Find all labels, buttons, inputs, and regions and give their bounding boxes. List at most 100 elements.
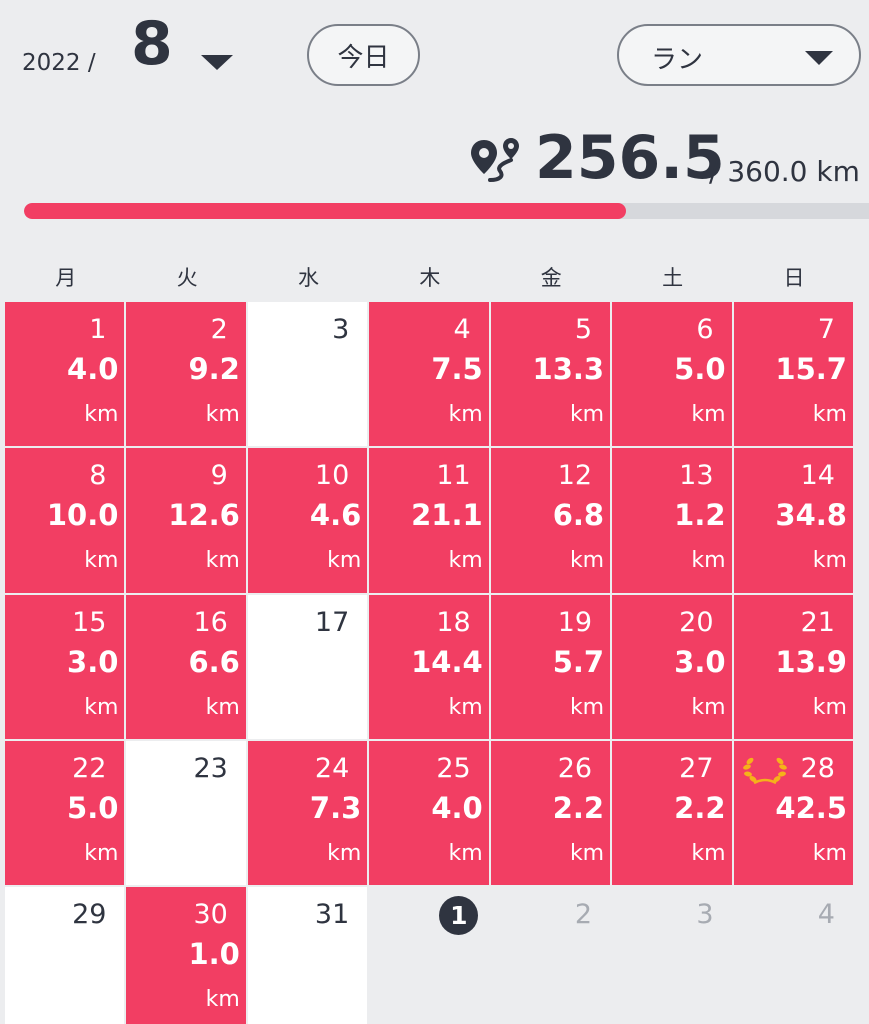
calendar-day-cell[interactable]: 24 7.3 km [247,740,370,888]
calendar-day-cell[interactable]: 4 7.5 km [369,302,491,449]
calendar-day-cell[interactable]: 2 [490,887,613,1024]
calendar-day-cell[interactable]: 29 [5,887,127,1024]
day-number: 21 [800,606,835,638]
distance-value: 42.5 [775,790,847,825]
day-number: 10 [314,460,350,492]
goal-distance: / 360.0 km [709,155,860,188]
calendar-day-cell[interactable]: 1 4.0 km [5,302,127,449]
calendar-day-cell[interactable]: 14 34.8 km [733,448,855,595]
distance-value: 4.6 [309,498,362,533]
distance-value: 2.2 [552,790,605,825]
day-number: 6 [696,314,714,345]
calendar-day-cell[interactable]: 17 [247,594,370,741]
distance-value: 34.8 [775,498,847,533]
distance-value: 13.9 [775,644,847,679]
calendar-day-cell[interactable]: 12 6.8 km [490,448,613,595]
distance-unit: km [812,402,847,427]
calendar-day-cell[interactable]: 6 5.0 km [612,302,734,449]
distance-unit: km [327,840,362,866]
distance-value: 4.0 [431,790,483,825]
calendar-day-cell[interactable]: 4 [733,887,855,1024]
calendar-day-cell[interactable]: 9 12.6 km [126,448,248,595]
calendar-day-cell[interactable]: 1 [369,887,491,1024]
calendar-day-cell[interactable]: 7 15.7 km [733,302,855,449]
day-number: 23 [193,752,228,784]
day-number: 25 [436,752,471,784]
calendar-day-cell[interactable]: 13 1.2 km [612,448,734,595]
day-number: 29 [72,899,107,931]
distance-unit: km [84,694,119,720]
distance-value: 12.6 [168,498,240,533]
calendar-day-cell[interactable]: 2 9.2 km [126,302,248,449]
calendar-day-cell[interactable]: 28 42.5 km [733,740,855,888]
weekday-label: 火 [176,266,198,290]
calendar-day-cell[interactable]: 19 5.7 km [490,594,613,741]
distance-unit: km [448,840,483,866]
month-label[interactable]: 8 [131,9,173,79]
weekday-label: 土 [662,266,684,290]
calendar-day-cell[interactable]: 23 [126,740,248,888]
calendar-day-cell[interactable]: 25 4.0 km [369,740,491,888]
calendar-day-cell[interactable]: 31 [247,887,370,1024]
distance-value: 5.7 [552,644,605,679]
calendar-grid: 1 4.0 km 2 9.2 km 3 4 7.5 km 5 13.3 km 6 5.0 km 7 15.7 km 8… [5,302,855,1024]
day-number: 3 [332,314,350,345]
distance-value: 6.8 [552,498,605,533]
day-number: 30 [193,899,228,931]
distance-unit: km [569,402,605,427]
day-number: 19 [557,606,593,638]
calendar-day-cell[interactable]: 21 13.9 km [733,594,855,741]
calendar-day-cell[interactable]: 18 14.4 km [369,594,491,741]
day-number: 4 [817,899,835,931]
calendar-day-cell[interactable]: 22 5.0 km [5,740,127,888]
calendar-day-cell[interactable]: 3 [612,887,734,1024]
distance-value: 10.0 [46,498,119,533]
distance-value: 2.2 [674,790,726,825]
distance-value: 5.0 [67,790,119,825]
day-number: 16 [193,606,228,638]
day-number: 26 [557,752,593,784]
today-button[interactable]: 今日 [307,24,420,86]
day-number: 7 [817,314,835,345]
distance-unit: km [84,402,119,427]
day-number: 22 [72,752,107,784]
distance-value: 14.4 [411,644,483,679]
distance-value: 1.2 [674,498,726,533]
distance-unit: km [448,548,483,574]
calendar-day-cell[interactable]: 27 2.2 km [612,740,734,888]
distance-unit: km [448,402,483,427]
calendar-day-cell[interactable]: 20 3.0 km [612,594,734,741]
calendar-day-cell[interactable]: 15 3.0 km [5,594,127,741]
calendar-day-cell[interactable]: 11 21.1 km [369,448,491,595]
distance-value: 3.0 [67,644,119,679]
day-number: 13 [679,460,714,492]
distance-value: 1.0 [188,937,240,972]
day-number: 31 [314,899,350,931]
day-number: 11 [436,460,471,492]
distance-unit: km [205,548,240,574]
progress-fill [24,203,627,219]
year-label: 2022 / [22,50,96,76]
calendar-day-cell[interactable]: 10 4.6 km [247,448,370,595]
chevron-down-icon[interactable] [201,55,233,70]
sport-select[interactable]: ラン [617,24,861,86]
distance-value: 21.1 [411,498,483,533]
distance-value: 15.7 [775,352,847,386]
calendar-day-cell[interactable]: 16 6.6 km [126,594,248,741]
distance-unit: km [569,694,605,720]
distance-unit: km [205,694,240,720]
calendar-day-cell[interactable]: 3 [247,302,370,449]
distance-unit: km [84,840,119,866]
calendar-day-cell[interactable]: 26 2.2 km [490,740,613,888]
day-number: 9 [210,460,228,492]
distance-unit: km [448,694,483,720]
distance-value: 4.0 [67,352,119,386]
laurel-icon [742,757,787,785]
calendar-day-cell[interactable]: 8 10.0 km [5,448,127,595]
today-indicator: 1 [439,896,479,936]
day-number: 18 [436,606,471,638]
day-number: 5 [574,314,593,345]
calendar-day-cell[interactable]: 30 1.0 km [126,887,248,1024]
calendar-day-cell[interactable]: 5 13.3 km [490,302,613,449]
day-number: 3 [696,899,714,931]
